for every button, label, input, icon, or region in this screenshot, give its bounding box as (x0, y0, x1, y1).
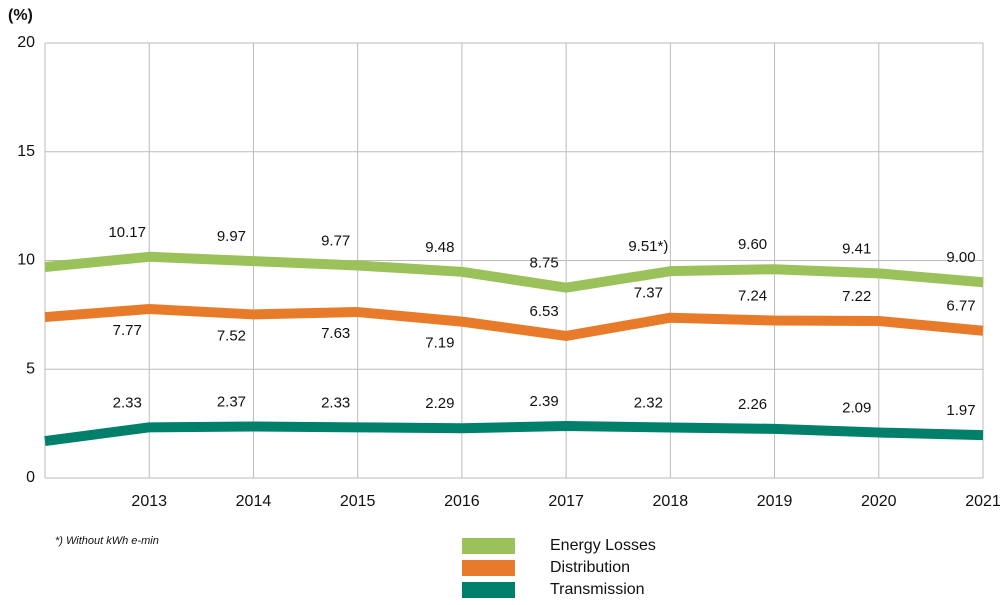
x-tick-label: 2015 (340, 493, 376, 510)
x-tick-label: 2014 (236, 493, 272, 510)
x-tick-label: 2016 (444, 493, 480, 510)
data-label: 9.97 (217, 228, 246, 245)
legend-label: Distribution (550, 559, 630, 576)
legend-swatch (462, 560, 515, 576)
data-label: 2.33 (113, 394, 142, 411)
data-label: 7.37 (634, 285, 663, 302)
data-label: 6.77 (946, 298, 975, 315)
y-tick-label: 15 (17, 143, 35, 160)
x-tick-label: 2019 (757, 493, 793, 510)
data-label: 6.53 (530, 303, 559, 320)
y-tick-label: 5 (26, 360, 35, 377)
data-label: 9.77 (321, 232, 350, 249)
data-label: 9.60 (738, 236, 767, 253)
data-label: 2.39 (530, 393, 559, 410)
y-tick-label: 0 (26, 469, 35, 486)
line-series (44, 421, 984, 446)
data-label: 7.77 (113, 322, 142, 339)
x-tick-label: 2018 (653, 493, 689, 510)
y-unit: (%) (8, 7, 33, 24)
data-label: 7.63 (321, 325, 350, 342)
legend-label: Transmission (550, 581, 645, 598)
legend-swatch (462, 582, 515, 598)
data-label: 1.97 (946, 402, 975, 419)
data-label: 10.17 (108, 224, 146, 241)
x-tick-label: 2021 (965, 493, 1001, 510)
y-tick-label: 20 (17, 34, 35, 51)
data-label: 2.37 (217, 393, 246, 410)
footnote: *) Without kWh e-min (55, 535, 159, 547)
data-label: 2.32 (634, 395, 663, 412)
data-label: 7.52 (217, 327, 246, 344)
data-label: 9.48 (425, 239, 454, 256)
legend-label: Energy Losses (550, 537, 656, 554)
data-label: 7.24 (738, 287, 767, 304)
x-tick-label: 2017 (548, 493, 584, 510)
data-label: 2.09 (842, 400, 871, 417)
legend-swatch (462, 538, 515, 554)
x-tick-label: 2020 (861, 493, 897, 510)
data-label: 7.19 (425, 335, 454, 352)
line-series (44, 304, 984, 341)
data-label: 9.51*) (628, 238, 668, 255)
data-label: 8.75 (530, 255, 559, 272)
data-label: 2.26 (738, 396, 767, 413)
data-label: 2.29 (425, 395, 454, 412)
data-label: 9.00 (946, 249, 975, 266)
line-series (44, 251, 984, 293)
data-label: 2.33 (321, 394, 350, 411)
y-tick-label: 10 (17, 252, 35, 269)
x-tick-label: 2013 (131, 493, 167, 510)
data-label: 7.22 (842, 288, 871, 305)
data-label: 9.41 (842, 240, 871, 257)
